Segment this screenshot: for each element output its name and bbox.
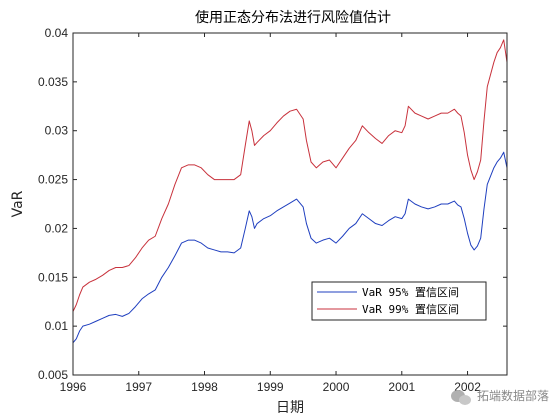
- y-tick-label: 0.015: [38, 270, 68, 284]
- series-group: [72, 39, 508, 344]
- y-tick-label: 0.025: [38, 173, 68, 187]
- y-tick-label: 0.01: [45, 319, 69, 333]
- y-tick-label: 0.035: [38, 75, 68, 89]
- watermark-text: 拓端数据部落: [477, 388, 549, 403]
- x-tick-label: 2000: [323, 380, 350, 394]
- x-tick-label: 1996: [60, 380, 87, 394]
- series-line-0: [72, 151, 508, 344]
- chart-title: 使用正态分布法进行风险值估计: [195, 9, 391, 26]
- axes-box: [72, 32, 508, 376]
- y-axis-label: VaR: [10, 190, 26, 217]
- x-tick-label: 2002: [454, 380, 481, 394]
- y-tick-label: 0.02: [45, 221, 69, 235]
- x-axis: 1996 1997 1998 1999 2000 2001 2002: [60, 33, 481, 394]
- y-axis: 0.005 0.01 0.015 0.02 0.025 0.03 0.035 0.04: [38, 26, 507, 382]
- wechat-icon: [451, 390, 471, 405]
- y-tick-label: 0.03: [45, 124, 69, 138]
- y-tick-label: 0.04: [45, 26, 69, 40]
- x-tick-label: 2001: [388, 380, 415, 394]
- x-tick-label: 1997: [125, 380, 152, 394]
- x-tick-label: 1998: [191, 380, 218, 394]
- x-axis-label: 日期: [276, 400, 304, 416]
- x-tick-label: 1999: [257, 380, 284, 394]
- watermark: 拓端数据部落: [451, 388, 549, 405]
- legend-label-99: VaR 99% 置信区间: [362, 303, 459, 316]
- legend: VaR 95% 置信区间 VaR 99% 置信区间: [311, 281, 487, 321]
- y-tick-label: 0.005: [38, 368, 68, 382]
- series-line-1: [72, 39, 508, 312]
- legend-label-95: VaR 95% 置信区间: [362, 286, 459, 299]
- legend-box: [311, 281, 487, 321]
